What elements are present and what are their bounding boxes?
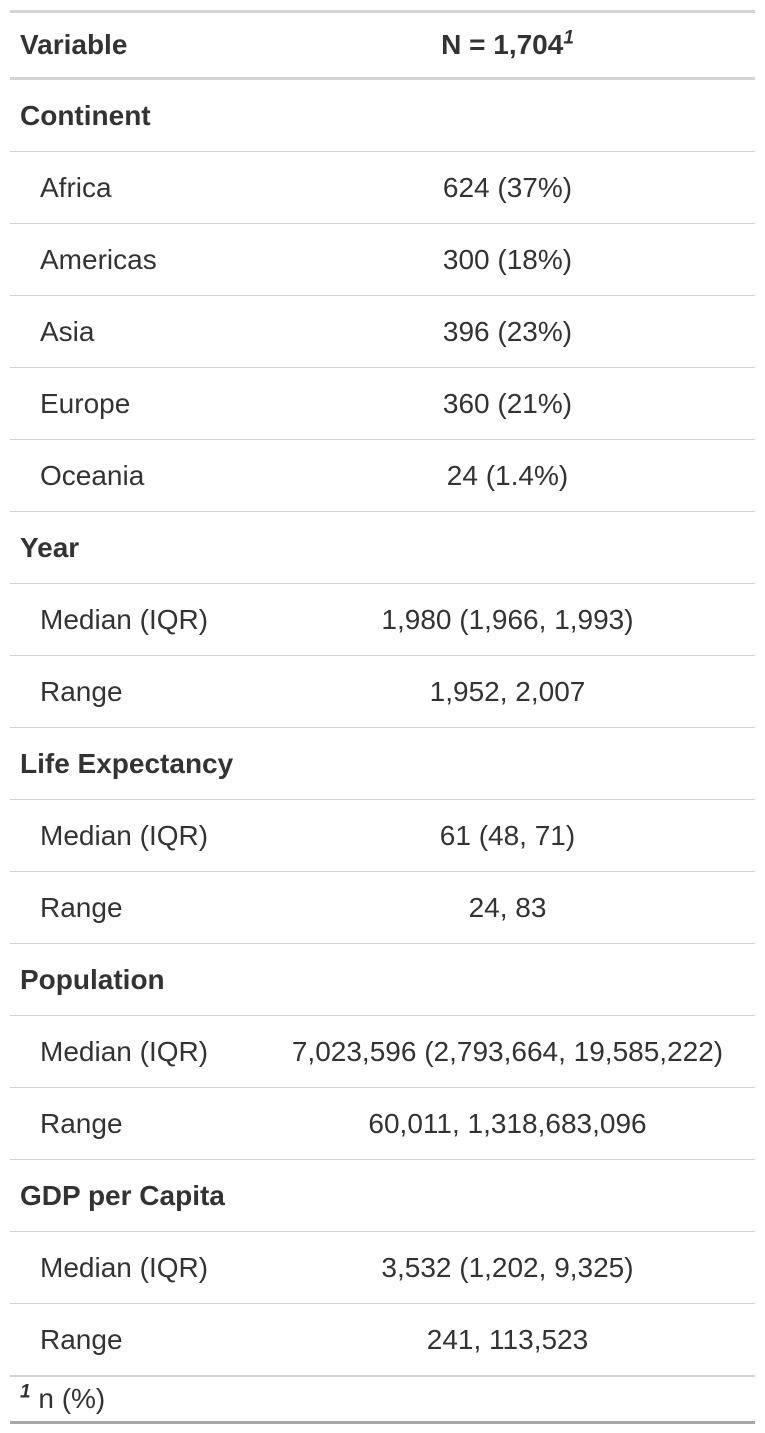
- footnote-text: n (%): [30, 1383, 106, 1414]
- table-row: Range 24, 83: [10, 871, 755, 944]
- row-value: 396 (23%): [260, 295, 755, 368]
- row-label: Range: [10, 871, 260, 944]
- row-value: 61 (48, 71): [260, 799, 755, 872]
- header-row: Variable N = 1,7041: [10, 11, 755, 80]
- row-label: Americas: [10, 223, 260, 296]
- group-label: Life Expectancy: [10, 727, 260, 800]
- row-label: Range: [10, 1087, 260, 1160]
- row-value: 1,952, 2,007: [260, 655, 755, 728]
- group-value: [260, 511, 755, 584]
- table-header: Variable N = 1,7041: [10, 11, 755, 80]
- row-value: 3,532 (1,202, 9,325): [260, 1231, 755, 1304]
- table-row: Oceania 24 (1.4%): [10, 439, 755, 512]
- footnote: 1 n (%): [10, 1375, 755, 1423]
- table-row: Range 241, 113,523: [10, 1303, 755, 1377]
- row-value: 241, 113,523: [260, 1303, 755, 1377]
- row-value: 624 (37%): [260, 151, 755, 224]
- group-label: Population: [10, 943, 260, 1016]
- row-value: 7,023,596 (2,793,664, 19,585,222): [260, 1015, 755, 1088]
- row-value: 24, 83: [260, 871, 755, 944]
- row-value: 60,011, 1,318,683,096: [260, 1087, 755, 1160]
- header-variable-label: Variable: [20, 29, 128, 60]
- header-n-label: N = 1,704: [441, 29, 564, 60]
- table-body: Continent Africa 624 (37%) Americas 300 …: [10, 78, 755, 1377]
- header-footnote-mark: 1: [563, 27, 574, 49]
- row-value: 360 (21%): [260, 367, 755, 440]
- group-label: GDP per Capita: [10, 1159, 260, 1232]
- summary-table: Variable N = 1,7041 Continent Africa 624…: [10, 10, 755, 1424]
- group-value: [260, 78, 755, 152]
- footnote-mark: 1: [20, 1381, 31, 1403]
- table-row: Asia 396 (23%): [10, 295, 755, 368]
- summary-table-container: Variable N = 1,7041 Continent Africa 624…: [10, 10, 755, 1424]
- row-label: Median (IQR): [10, 1015, 260, 1088]
- group-row-gdp-per-capita: GDP per Capita: [10, 1159, 755, 1232]
- group-row-continent: Continent: [10, 78, 755, 152]
- row-label: Europe: [10, 367, 260, 440]
- table-row: Median (IQR) 1,980 (1,966, 1,993): [10, 583, 755, 656]
- row-label: Oceania: [10, 439, 260, 512]
- group-label: Continent: [10, 78, 260, 152]
- table-footer: 1 n (%): [10, 1375, 755, 1423]
- group-row-population: Population: [10, 943, 755, 1016]
- footnote-row: 1 n (%): [10, 1375, 755, 1423]
- table-row: Americas 300 (18%): [10, 223, 755, 296]
- group-value: [260, 727, 755, 800]
- row-value: 300 (18%): [260, 223, 755, 296]
- table-row: Median (IQR) 7,023,596 (2,793,664, 19,58…: [10, 1015, 755, 1088]
- header-n: N = 1,7041: [260, 11, 755, 80]
- header-variable: Variable: [10, 11, 260, 80]
- table-row: Europe 360 (21%): [10, 367, 755, 440]
- table-row: Median (IQR) 3,532 (1,202, 9,325): [10, 1231, 755, 1304]
- row-label: Median (IQR): [10, 583, 260, 656]
- row-value: 24 (1.4%): [260, 439, 755, 512]
- row-value: 1,980 (1,966, 1,993): [260, 583, 755, 656]
- group-value: [260, 943, 755, 1016]
- table-row: Africa 624 (37%): [10, 151, 755, 224]
- group-label: Year: [10, 511, 260, 584]
- row-label: Median (IQR): [10, 1231, 260, 1304]
- group-row-year: Year: [10, 511, 755, 584]
- row-label: Median (IQR): [10, 799, 260, 872]
- row-label: Africa: [10, 151, 260, 224]
- table-row: Median (IQR) 61 (48, 71): [10, 799, 755, 872]
- row-label: Asia: [10, 295, 260, 368]
- group-value: [260, 1159, 755, 1232]
- group-row-life-expectancy: Life Expectancy: [10, 727, 755, 800]
- row-label: Range: [10, 655, 260, 728]
- table-row: Range 60,011, 1,318,683,096: [10, 1087, 755, 1160]
- row-label: Range: [10, 1303, 260, 1377]
- table-row: Range 1,952, 2,007: [10, 655, 755, 728]
